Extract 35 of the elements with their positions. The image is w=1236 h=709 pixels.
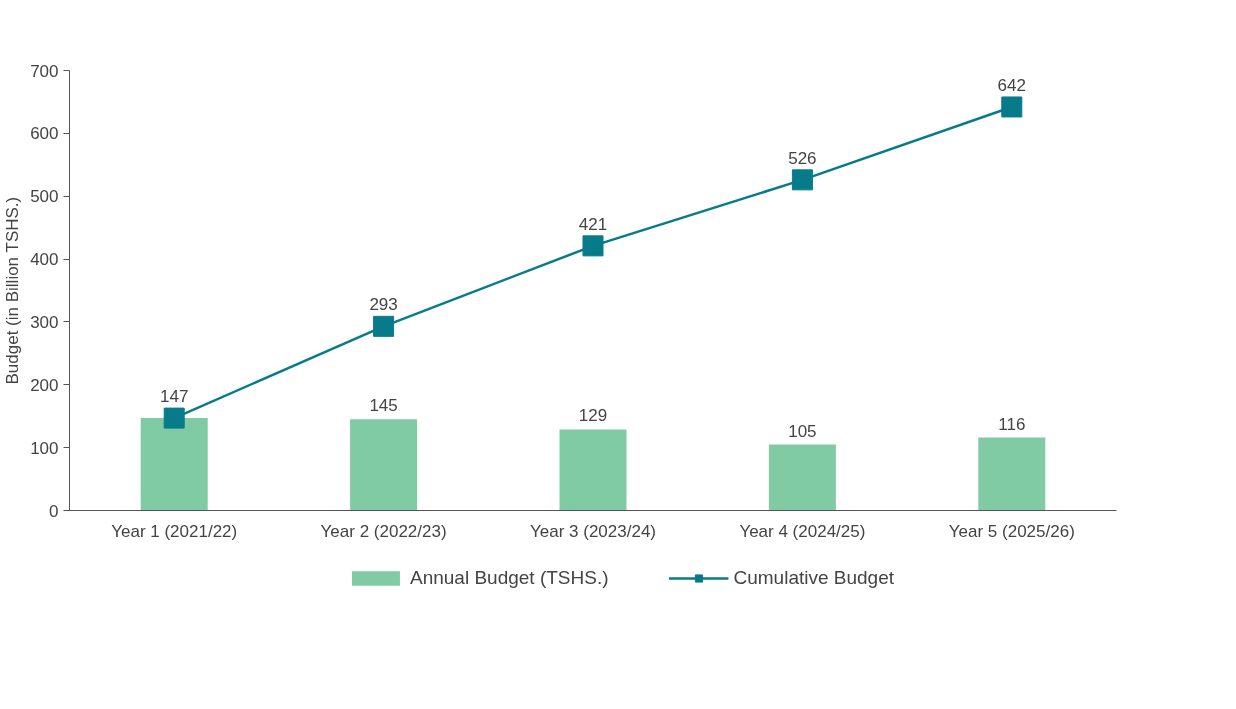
data-label: 145 xyxy=(369,396,398,416)
data-label: 105 xyxy=(788,421,817,441)
data-label: 116 xyxy=(998,414,1026,434)
point xyxy=(791,169,813,191)
y-tick-label: 600 xyxy=(30,124,59,144)
bar xyxy=(559,429,627,511)
data-label: 526 xyxy=(788,148,817,168)
point xyxy=(582,235,604,257)
y-axis-title: Budget (in Billion TSHS.) xyxy=(3,196,23,385)
bar xyxy=(350,419,418,511)
x-tick-label: Year 5 (2025/26) xyxy=(948,521,1075,541)
data-label: 147 xyxy=(160,387,189,407)
x-tick-label: Year 4 (2024/25) xyxy=(739,521,866,541)
y-tick-label: 400 xyxy=(30,250,59,270)
x-tick-label: Year 2 (2022/23) xyxy=(320,521,447,541)
point xyxy=(163,407,185,429)
legend-label: Annual Budget (TSHS.) xyxy=(409,567,609,589)
y-tick-label: 700 xyxy=(30,61,59,81)
y-tick-label: 0 xyxy=(49,501,59,521)
data-label: 129 xyxy=(578,406,608,426)
y-tick-label: 300 xyxy=(30,312,59,332)
bar xyxy=(140,418,208,511)
point xyxy=(373,315,395,337)
bar xyxy=(768,444,836,511)
point xyxy=(1001,96,1023,118)
legend-label: Cumulative Budget xyxy=(733,567,895,589)
x-tick-label: Year 1 (2021/22) xyxy=(111,521,238,541)
data-label: 421 xyxy=(578,214,608,234)
data-label: 642 xyxy=(997,75,1026,95)
y-tick-label: 200 xyxy=(30,375,59,395)
y-tick-label: 100 xyxy=(30,438,59,458)
bar xyxy=(978,437,1046,511)
y-tick-label: 500 xyxy=(30,187,59,207)
data-label: 293 xyxy=(369,295,398,315)
x-tick-label: Year 3 (2023/24) xyxy=(529,521,657,541)
